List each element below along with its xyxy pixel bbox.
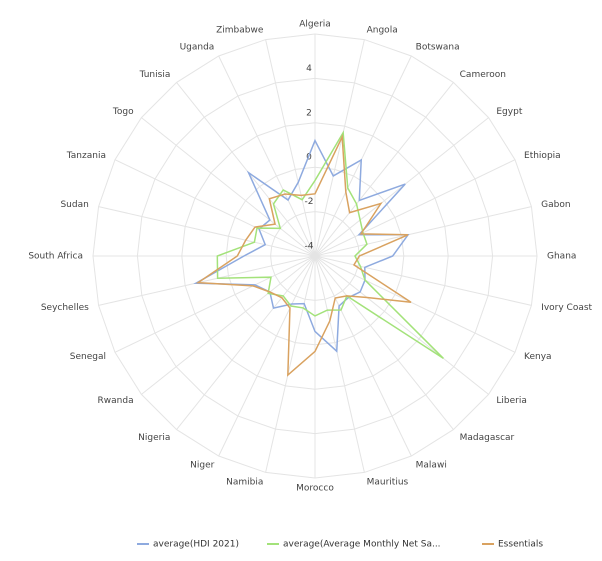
category-label: Tanzania <box>66 151 106 161</box>
spoke <box>314 255 532 306</box>
category-label: Togo <box>112 107 134 117</box>
category-label: Cameroon <box>460 70 506 80</box>
spoke <box>176 255 316 430</box>
category-label: Senegal <box>70 352 106 362</box>
category-label: Ivory Coast <box>541 303 592 313</box>
category-label: Angola <box>367 25 398 35</box>
legend-text: Essentials <box>498 540 543 550</box>
y-tick-label: -2 <box>305 197 314 207</box>
category-label: South Africa <box>28 252 83 262</box>
spoke <box>141 117 316 257</box>
spoke <box>314 255 489 395</box>
y-tick-label: 2 <box>306 108 312 118</box>
spoke <box>141 255 316 395</box>
category-label: Kenya <box>524 352 552 362</box>
spoke <box>218 55 316 257</box>
y-tick-label: 4 <box>306 64 312 74</box>
legend-item: average(Average Monthly Net Sa... <box>267 540 441 550</box>
category-label: Mauritius <box>367 478 409 488</box>
spoke <box>314 255 454 430</box>
category-label: Gabon <box>541 200 570 210</box>
spoke <box>314 206 532 257</box>
spoke <box>314 255 412 457</box>
legend-item: average(HDI 2021) <box>137 540 239 550</box>
series-line <box>216 130 444 360</box>
spoke <box>98 255 316 306</box>
category-label: Ghana <box>547 252 576 262</box>
category-label: Sudan <box>60 200 88 210</box>
category-label: Morocco <box>296 484 334 494</box>
spoke <box>176 82 316 257</box>
y-tick-label: -4 <box>305 242 314 252</box>
category-label: Nigeria <box>138 433 170 443</box>
category-label: Namibia <box>226 478 263 488</box>
category-label: Tunisia <box>139 70 171 80</box>
spoke <box>265 255 316 473</box>
spoke <box>314 255 365 473</box>
category-label: Liberia <box>496 396 526 406</box>
y-tick-label: 0 <box>306 153 312 163</box>
spoke <box>314 159 516 257</box>
category-label: Uganda <box>180 42 215 52</box>
category-label: Seychelles <box>41 303 89 313</box>
legend-text: average(HDI 2021) <box>153 540 239 550</box>
category-label: Rwanda <box>98 396 134 406</box>
category-label: Egypt <box>496 107 522 117</box>
spoke <box>218 255 316 457</box>
category-label: Ethiopia <box>524 151 561 161</box>
spoke <box>314 255 516 353</box>
spoke <box>314 82 454 257</box>
category-label: Madagascar <box>460 433 515 443</box>
legend-item: Essentials <box>482 540 543 550</box>
spoke <box>114 159 316 257</box>
spoke <box>314 55 412 257</box>
category-label: Niger <box>190 461 214 471</box>
category-label: Zimbabwe <box>216 25 264 35</box>
legend-text: average(Average Monthly Net Sa... <box>283 540 441 550</box>
spoke <box>114 255 316 353</box>
series-line <box>195 134 412 377</box>
spoke <box>98 206 316 257</box>
spoke <box>265 39 316 257</box>
spoke <box>314 39 365 257</box>
category-label: Malawi <box>416 461 447 471</box>
category-label: Algeria <box>299 20 331 30</box>
category-label: Botswana <box>416 42 460 52</box>
